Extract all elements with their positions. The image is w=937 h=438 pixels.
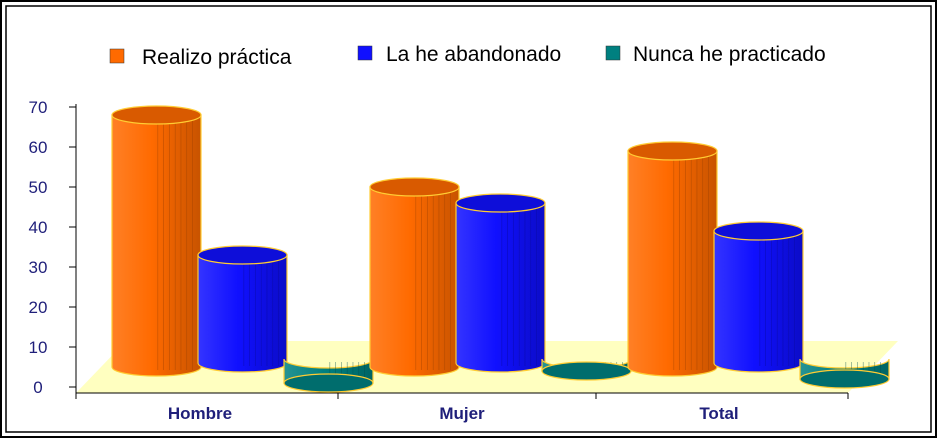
bar-top [713, 221, 804, 241]
legend-item-0: Realizo práctica [109, 46, 292, 69]
y-tick-label: 30 [29, 258, 48, 277]
y-axis-ticks: 0 10 20 30 40 50 60 70 [29, 98, 76, 397]
bar-body [197, 254, 288, 373]
y-tick-label: 10 [29, 338, 48, 357]
bar-top [111, 105, 202, 125]
bar-realizo-hombre [111, 105, 202, 377]
y-tick-label: 60 [29, 138, 48, 157]
bar-realizo-total [627, 141, 718, 377]
legend-swatch-1 [357, 45, 373, 61]
y-tick-label: 40 [29, 218, 48, 237]
bar-body [713, 230, 804, 373]
bar-top [197, 245, 288, 265]
legend-label-2: Nunca he practicado [633, 43, 826, 66]
legend-item-1: La he abandonado [357, 43, 561, 66]
y-tick-label: 70 [29, 98, 48, 117]
bar-top [369, 177, 460, 197]
category-label-total: Total [699, 404, 738, 423]
category-label-mujer: Mujer [439, 404, 485, 423]
bar-nunca-total [799, 358, 890, 389]
y-tick-label: 20 [29, 298, 48, 317]
bar-abandonado-mujer [455, 193, 546, 373]
bar-top [541, 361, 632, 381]
bar-abandonado-hombre [197, 245, 288, 373]
legend-label-1: La he abandonado [386, 43, 561, 66]
bar-top [627, 141, 718, 161]
y-tick-label: 0 [33, 378, 42, 397]
bar-body [369, 186, 460, 377]
inner-border [5, 5, 932, 433]
x-axis-ticks [75, 393, 849, 399]
legend-item-2: Nunca he practicado [605, 43, 826, 66]
bar-top [283, 373, 374, 393]
bar-top [455, 193, 546, 213]
legend-label-0: Realizo práctica [142, 46, 292, 69]
bar-body [627, 150, 718, 377]
bar-body [455, 202, 546, 373]
bar-body [111, 114, 202, 377]
legend-swatch-2 [605, 45, 621, 61]
category-label-hombre: Hombre [168, 404, 232, 423]
bar-abandonado-total [713, 221, 804, 373]
category-labels: Hombre Mujer Total [168, 404, 739, 423]
legend: Realizo práctica La he abandonado Nunca … [109, 43, 826, 69]
bar-realizo-mujer [369, 177, 460, 377]
bar-top [799, 369, 890, 389]
legend-swatch-0 [109, 48, 125, 64]
bar-nunca-mujer [541, 358, 632, 381]
bars [111, 105, 890, 393]
y-tick-label: 50 [29, 178, 48, 197]
